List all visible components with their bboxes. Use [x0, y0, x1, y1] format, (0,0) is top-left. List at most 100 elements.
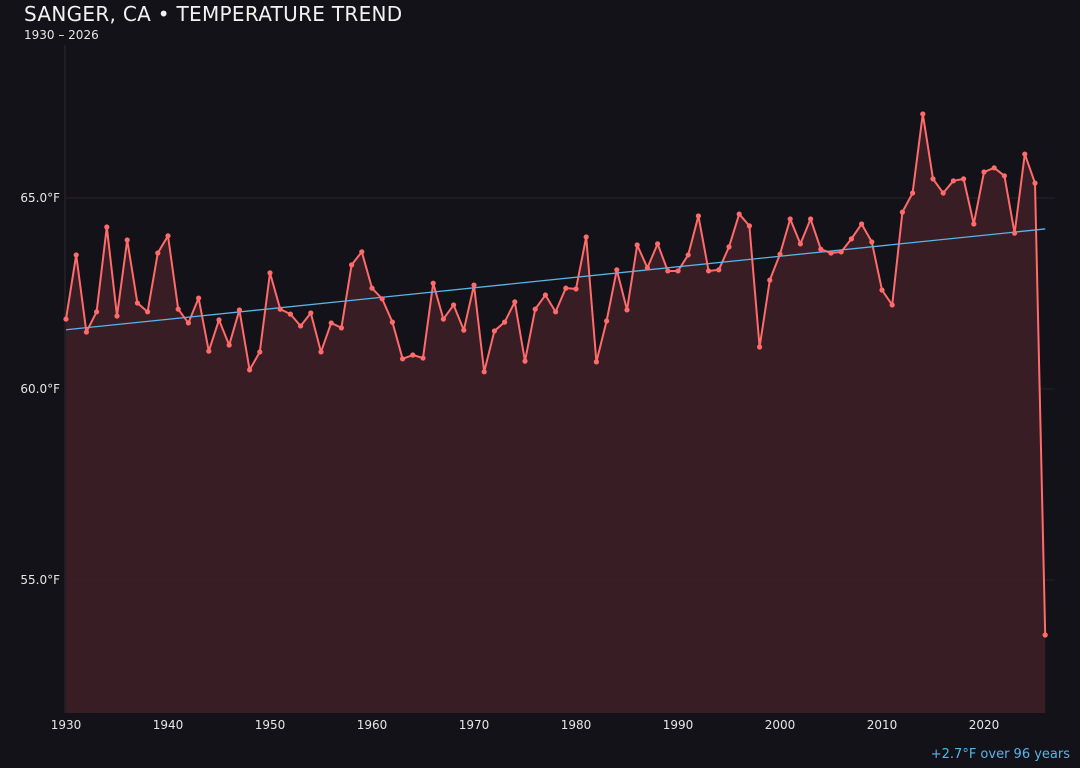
data-point	[542, 292, 549, 298]
data-point	[287, 311, 293, 317]
x-tick-label: 1960	[357, 718, 388, 732]
data-point	[430, 280, 436, 286]
data-point	[522, 358, 528, 364]
data-point	[298, 323, 304, 329]
data-point	[114, 313, 120, 319]
trend-annotation: +2.7°F over 96 years	[930, 747, 1070, 762]
data-point	[583, 234, 589, 240]
data-point	[236, 307, 242, 313]
data-point	[879, 287, 885, 293]
data-point	[155, 250, 161, 256]
data-point	[706, 268, 712, 274]
data-point	[1012, 230, 1018, 236]
data-point	[471, 282, 477, 288]
data-point	[777, 251, 783, 257]
data-point	[257, 349, 263, 355]
data-point	[1022, 151, 1028, 157]
data-point	[848, 236, 855, 242]
y-tick-label: 65.0°F	[20, 191, 60, 205]
x-tick-label: 1970	[459, 718, 490, 732]
data-point	[920, 111, 926, 117]
data-point	[1032, 180, 1038, 186]
data-point	[185, 320, 191, 326]
data-point	[94, 309, 100, 315]
data-point	[308, 310, 314, 316]
data-point	[981, 169, 987, 175]
data-point	[593, 359, 600, 365]
y-tick-label: 55.0°F	[20, 573, 60, 587]
data-point	[818, 246, 824, 252]
data-point	[695, 213, 702, 219]
data-point	[532, 306, 538, 312]
data-point	[736, 211, 742, 217]
data-point	[491, 328, 497, 334]
data-point	[410, 352, 416, 358]
data-point	[359, 249, 365, 255]
trend-line	[65, 228, 1046, 331]
data-point	[1001, 173, 1008, 179]
data-point	[655, 241, 661, 247]
data-point	[624, 307, 630, 313]
data-point	[420, 355, 426, 361]
data-point	[1042, 632, 1048, 638]
data-point	[216, 317, 222, 323]
data-point	[389, 319, 395, 325]
data-point	[665, 268, 671, 274]
data-point	[369, 285, 375, 291]
data-point	[573, 286, 579, 292]
data-point	[134, 300, 140, 306]
data-point	[206, 348, 212, 354]
data-point	[889, 302, 895, 308]
data-point	[604, 318, 610, 324]
data-point	[63, 316, 69, 322]
x-tick-label: 1940	[153, 718, 184, 732]
data-point	[716, 267, 722, 273]
y-tick-label: 60.0°F	[20, 382, 60, 396]
data-point	[277, 306, 283, 312]
data-point	[563, 285, 569, 291]
data-point	[940, 190, 946, 196]
data-point	[165, 233, 171, 239]
data-point	[318, 349, 324, 355]
data-point	[675, 268, 681, 274]
data-point	[247, 367, 253, 373]
data-point	[787, 216, 793, 222]
data-point	[930, 176, 936, 182]
data-point	[869, 239, 875, 245]
data-point	[73, 252, 79, 258]
data-point	[838, 249, 844, 255]
chart-subtitle: 1930 – 2026	[24, 28, 99, 42]
data-point	[991, 165, 997, 171]
data-point	[481, 369, 487, 375]
data-point	[267, 270, 273, 276]
data-point	[746, 223, 753, 229]
x-tick-label: 1980	[561, 718, 592, 732]
data-point	[859, 221, 865, 227]
data-point	[634, 242, 640, 248]
data-point	[349, 262, 355, 268]
data-point	[461, 327, 467, 333]
data-point	[553, 309, 559, 315]
data-point	[104, 224, 110, 230]
data-point	[196, 295, 202, 301]
data-point	[685, 252, 691, 258]
data-point	[961, 176, 967, 182]
data-point	[175, 306, 181, 312]
data-point	[379, 296, 385, 302]
data-point	[950, 178, 957, 184]
x-tick-label: 2020	[969, 718, 1000, 732]
data-point	[124, 237, 130, 243]
data-point	[400, 356, 406, 362]
x-tick-label: 1990	[663, 718, 694, 732]
data-point	[797, 241, 804, 247]
data-point	[338, 325, 344, 331]
x-tick-label: 2000	[765, 718, 796, 732]
data-point	[614, 267, 620, 273]
data-point	[828, 250, 834, 256]
data-point	[808, 216, 814, 222]
data-point	[226, 342, 232, 348]
data-point	[145, 309, 151, 315]
data-point	[971, 221, 977, 227]
data-point	[328, 320, 334, 326]
